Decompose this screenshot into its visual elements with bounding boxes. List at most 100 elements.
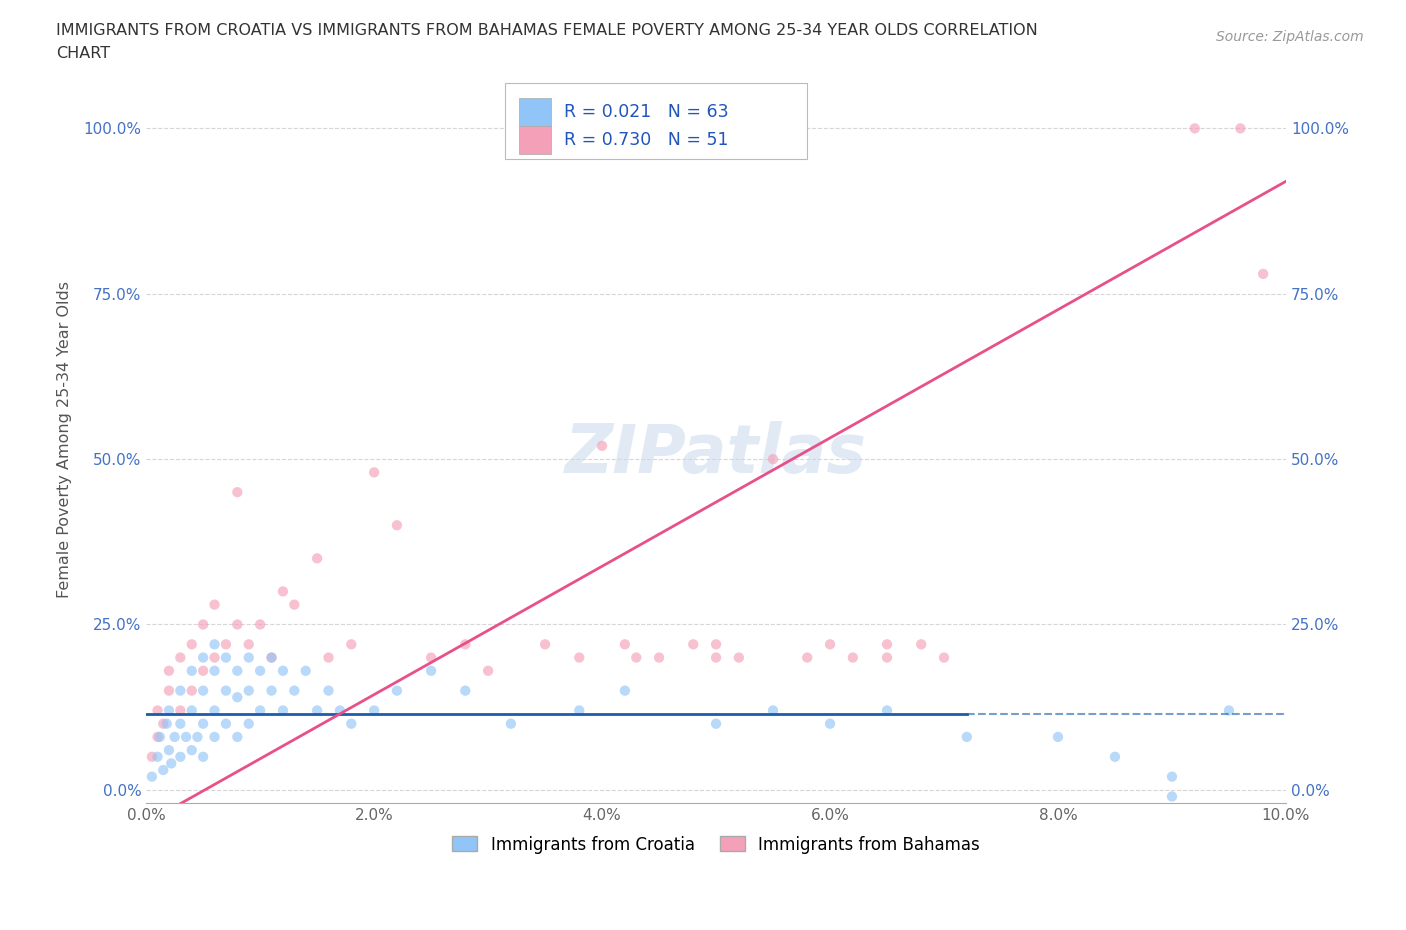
Point bbox=[191, 650, 214, 665]
FancyBboxPatch shape bbox=[519, 98, 551, 126]
Point bbox=[876, 650, 898, 665]
Point bbox=[169, 684, 191, 698]
Point bbox=[340, 716, 363, 731]
Point bbox=[249, 703, 271, 718]
Point bbox=[226, 729, 249, 744]
FancyBboxPatch shape bbox=[519, 126, 551, 153]
Point bbox=[727, 650, 749, 665]
Point bbox=[932, 650, 955, 665]
Point bbox=[163, 729, 186, 744]
Point bbox=[318, 684, 340, 698]
Point bbox=[157, 743, 180, 758]
Point bbox=[238, 684, 260, 698]
Point bbox=[249, 663, 271, 678]
Point bbox=[238, 637, 260, 652]
Point bbox=[568, 650, 591, 665]
Point bbox=[180, 663, 202, 678]
Point bbox=[876, 703, 898, 718]
Point bbox=[191, 750, 214, 764]
Point bbox=[648, 650, 671, 665]
Point bbox=[226, 617, 249, 631]
Point bbox=[307, 551, 329, 565]
Point bbox=[260, 650, 283, 665]
Point bbox=[1046, 729, 1069, 744]
Point bbox=[876, 637, 898, 652]
Point bbox=[1161, 789, 1184, 804]
Point bbox=[215, 650, 238, 665]
Point bbox=[1218, 703, 1240, 718]
Point bbox=[318, 650, 340, 665]
Point bbox=[186, 729, 208, 744]
Point bbox=[910, 637, 932, 652]
Point bbox=[215, 637, 238, 652]
Point bbox=[499, 716, 522, 731]
Point bbox=[477, 663, 499, 678]
Point bbox=[329, 703, 352, 718]
Point bbox=[157, 663, 180, 678]
Point bbox=[283, 684, 305, 698]
Point bbox=[191, 716, 214, 731]
Point bbox=[283, 597, 305, 612]
Point bbox=[454, 684, 477, 698]
Point bbox=[956, 729, 979, 744]
Point bbox=[385, 518, 408, 533]
Point bbox=[191, 663, 214, 678]
Point bbox=[363, 465, 385, 480]
Text: CHART: CHART bbox=[56, 46, 110, 61]
Point bbox=[141, 750, 163, 764]
Point bbox=[157, 703, 180, 718]
Point bbox=[682, 637, 704, 652]
Point bbox=[180, 743, 202, 758]
Point bbox=[238, 650, 260, 665]
Point bbox=[704, 716, 727, 731]
Point bbox=[762, 452, 785, 467]
Point bbox=[454, 637, 477, 652]
Point bbox=[204, 663, 226, 678]
Point bbox=[146, 729, 169, 744]
Point bbox=[146, 703, 169, 718]
Point bbox=[704, 637, 727, 652]
Point bbox=[818, 637, 841, 652]
Point bbox=[271, 584, 294, 599]
Point bbox=[180, 684, 202, 698]
Point bbox=[613, 684, 636, 698]
Text: R = 0.021   N = 63: R = 0.021 N = 63 bbox=[564, 102, 730, 121]
Point bbox=[420, 650, 443, 665]
Point bbox=[226, 690, 249, 705]
Point bbox=[191, 684, 214, 698]
Y-axis label: Female Poverty Among 25-34 Year Olds: Female Poverty Among 25-34 Year Olds bbox=[58, 281, 72, 598]
Point bbox=[704, 650, 727, 665]
Text: IMMIGRANTS FROM CROATIA VS IMMIGRANTS FROM BAHAMAS FEMALE POVERTY AMONG 25-34 YE: IMMIGRANTS FROM CROATIA VS IMMIGRANTS FR… bbox=[56, 23, 1038, 38]
Point bbox=[818, 716, 841, 731]
Point bbox=[169, 650, 191, 665]
Point bbox=[1251, 267, 1274, 282]
Point bbox=[238, 716, 260, 731]
Point bbox=[249, 617, 271, 631]
Point bbox=[149, 729, 172, 744]
Point bbox=[842, 650, 865, 665]
Point bbox=[271, 663, 294, 678]
Point bbox=[180, 703, 202, 718]
Point bbox=[146, 750, 169, 764]
Point bbox=[215, 684, 238, 698]
Text: R = 0.730   N = 51: R = 0.730 N = 51 bbox=[564, 131, 728, 149]
Point bbox=[156, 716, 179, 731]
Point bbox=[1161, 769, 1184, 784]
Point bbox=[613, 637, 636, 652]
Point bbox=[591, 438, 613, 453]
Point bbox=[157, 684, 180, 698]
Point bbox=[152, 716, 174, 731]
Point bbox=[169, 703, 191, 718]
Text: ZIPatlas: ZIPatlas bbox=[565, 420, 868, 486]
Point bbox=[226, 663, 249, 678]
Point bbox=[294, 663, 316, 678]
Point bbox=[271, 703, 294, 718]
Point bbox=[204, 729, 226, 744]
Point bbox=[1229, 121, 1251, 136]
Point bbox=[420, 663, 443, 678]
Point bbox=[260, 684, 283, 698]
Point bbox=[340, 637, 363, 652]
Point bbox=[260, 650, 283, 665]
Point bbox=[568, 703, 591, 718]
Point bbox=[796, 650, 818, 665]
